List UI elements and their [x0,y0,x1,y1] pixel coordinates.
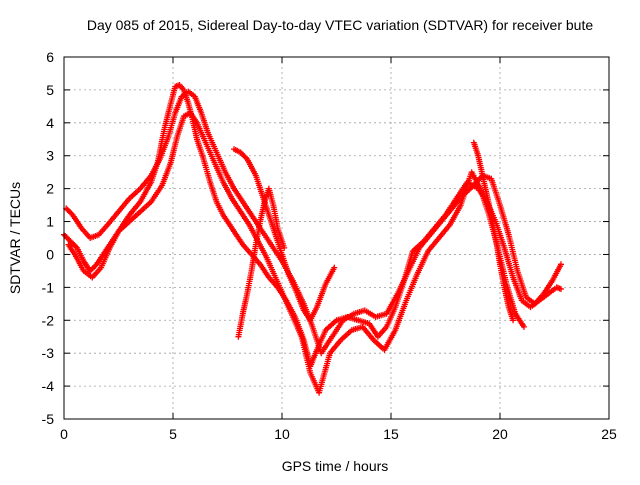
chart-title: Day 085 of 2015, Sidereal Day-to-day VTE… [87,17,594,33]
axis-ticks: 0 5 10 15 20 25 -5 -4 -3 -2 -1 0 1 2 3 4 5 6 [42,49,617,442]
y-tick-label: 3 [46,148,54,164]
x-tick-label: 25 [601,426,617,442]
series-track-5 [235,185,288,340]
x-axis-label: GPS time / hours [282,458,389,474]
y-tick-label: 6 [46,49,54,65]
data-point [72,243,79,250]
y-tick-label: -5 [42,411,55,427]
y-tick-label: -2 [42,312,55,328]
x-tick-label: 15 [383,426,399,442]
x-tick-label: 5 [169,426,177,442]
y-tick-label: 4 [46,115,54,131]
y-tick-label: 1 [46,214,54,230]
data-points [61,82,564,396]
y-tick-label: 2 [46,181,54,197]
plot-frame [63,56,610,420]
x-tick-label: 10 [274,426,290,442]
y-tick-label: -3 [42,345,55,361]
data-point [558,261,564,268]
y-tick-label: 5 [46,82,54,98]
data-point [281,244,288,251]
data-point [242,154,249,161]
y-tick-label: -1 [42,279,55,295]
data-point [558,286,564,292]
series-track-3 [65,109,527,396]
data-point [521,323,527,330]
y-axis-label: SDTVAR / TECUs [7,182,23,294]
x-tick-label: 0 [60,426,68,442]
y-tick-label: -4 [42,378,55,394]
data-point [331,264,338,271]
series-track-2 [63,88,564,357]
series-track-4 [231,146,338,324]
grid [64,57,609,419]
series-track-6 [470,139,517,324]
data-point [510,317,517,324]
x-tick-label: 20 [492,426,508,442]
y-tick-label: 0 [46,246,54,262]
